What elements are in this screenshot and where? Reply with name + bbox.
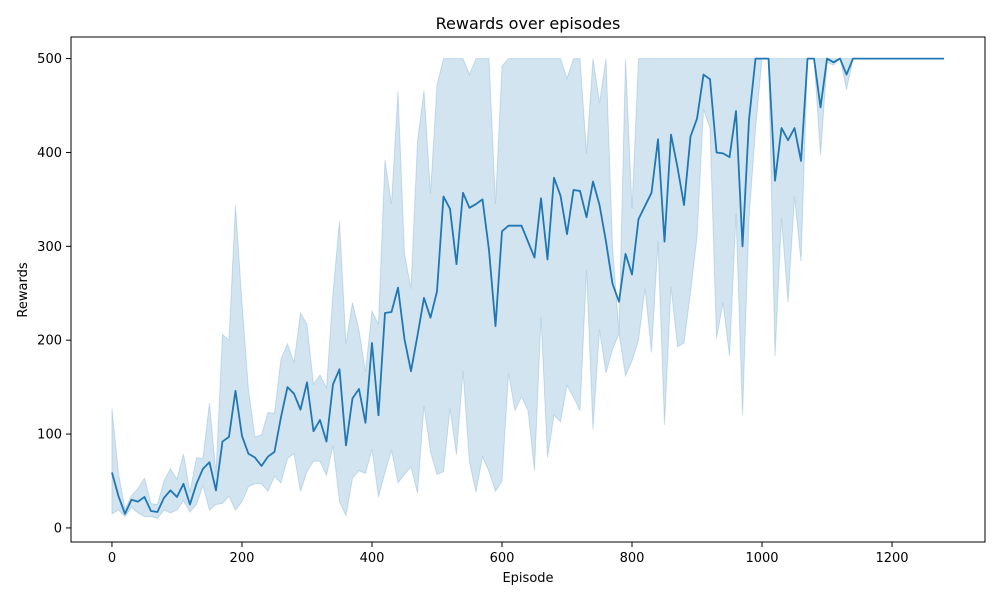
y-tick-label: 200: [37, 334, 62, 349]
x-tick-label: 400: [360, 551, 385, 566]
y-tick-label: 100: [37, 428, 62, 443]
mean-reward-line: [111, 57, 945, 515]
x-tick-label: 800: [620, 551, 645, 566]
x-tick-label: 1000: [745, 551, 778, 566]
chart-title: Rewards over episodes: [436, 14, 621, 33]
y-tick-label: 400: [37, 146, 62, 161]
x-tick-label: 200: [230, 551, 255, 566]
confidence-band: [111, 57, 945, 520]
x-tick-label: 0: [108, 551, 116, 566]
y-tick-label: 0: [54, 521, 62, 536]
x-tick-label: 600: [490, 551, 515, 566]
plot-area: [111, 57, 945, 520]
y-axis-label: Rewards: [16, 262, 31, 317]
x-tick-label: 1200: [875, 551, 908, 566]
axes: 0 200 400 600 800 1000 1200 0 100 200 300 400 500: [37, 36, 986, 566]
y-tick-label: 500: [37, 52, 62, 67]
axes-frame: [70, 36, 986, 543]
y-tick-label: 300: [37, 240, 62, 255]
x-axis-label: Episode: [502, 571, 553, 586]
